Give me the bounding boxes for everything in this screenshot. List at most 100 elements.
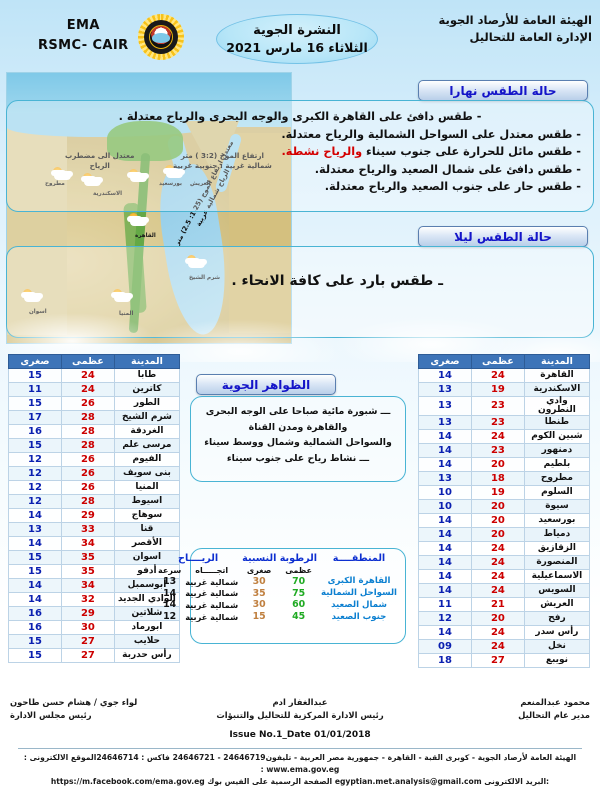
table-row[interactable]: العريش 21 11: [418, 597, 591, 612]
cell-city: شلاتين: [113, 606, 181, 621]
table-row[interactable]: شرم الشيخ 28 17: [8, 410, 181, 425]
table-row[interactable]: وادي النطرون 23 13: [418, 396, 591, 416]
table-row[interactable]: الطور 26 15: [8, 396, 181, 411]
temperature-table-left[interactable]: المدينة عظمى صغرى طابا 24 15 كاترين 24 11 الطو…: [8, 354, 181, 663]
cell-max-temp: 28: [60, 494, 115, 509]
signature-left-name: لواء جوي / هشام حسن طاحون: [10, 697, 138, 707]
cell-min-temp: 14: [418, 457, 472, 472]
table-row[interactable]: سوهاج 29 14: [8, 508, 181, 523]
cell-city: بلطيم: [523, 457, 591, 472]
table-header-row: المدينة عظمى صغرى: [418, 354, 591, 369]
cell-min-temp: 14: [418, 541, 472, 556]
sun-icon: [129, 169, 138, 178]
cell-min-temp: 12: [8, 452, 62, 467]
phenomena-line-2: ـــ نشاط رياح على جنوب سيناء: [226, 452, 370, 464]
cell-max-temp: 18: [470, 471, 525, 486]
table-row[interactable]: الاسماعيلية 24 14: [418, 569, 591, 584]
table-row[interactable]: شلاتين 29 16: [8, 606, 181, 621]
table-row[interactable]: أبوسمبل 34 14: [8, 578, 181, 593]
table-row[interactable]: اسيوط 28 12: [8, 494, 181, 509]
table-row[interactable]: الاسكندرية 19 13: [418, 382, 591, 397]
wind-table-row[interactable]: جنوب الصعيد 45 15 شمالية غربية 12: [156, 611, 399, 623]
cell-city: الزقازيق: [523, 541, 591, 556]
cell-min-temp: 14: [418, 368, 472, 383]
cell-min-temp: 15: [8, 550, 62, 565]
table-row[interactable]: القاهرة 24 14: [418, 368, 591, 383]
wind-table-row[interactable]: السواحل الشمالية 75 35 شمالية غربية 14: [156, 588, 399, 600]
table-row[interactable]: رأس سدر 24 14: [418, 625, 591, 640]
table-row[interactable]: طابا 24 15: [8, 368, 181, 383]
cell-max-temp: 29: [60, 606, 115, 621]
cell-humidity-max: 75: [292, 587, 306, 599]
cell-max-temp: 26: [60, 480, 115, 495]
table-row[interactable]: نويبع 27 18: [418, 653, 591, 668]
table-row[interactable]: قنا 33 13: [8, 522, 181, 537]
cell-min-temp: 10: [418, 485, 472, 500]
cell-max-temp: 23: [470, 396, 525, 416]
table-row[interactable]: دمنهور 23 14: [418, 443, 591, 458]
cell-min-temp: 14: [418, 625, 472, 640]
table-row[interactable]: حلايب 27 15: [8, 634, 181, 649]
wind-humidity-panel[interactable]: المنطقــــة الرطوبة النسبية الريــــاح ع…: [158, 548, 406, 644]
temperature-table-right[interactable]: المدينة عظمى صغرى القاهرة 24 14 الاسكندرية 1…: [418, 354, 591, 668]
cell-city: أدفو: [113, 564, 181, 579]
cell-min-temp: 15: [8, 368, 62, 383]
map-weather-icon-sharm: [185, 255, 205, 268]
cell-humidity-min: 35: [252, 587, 266, 599]
table-row[interactable]: رفح 20 12: [418, 611, 591, 626]
table-row[interactable]: الأقصر 34 14: [8, 536, 181, 551]
table-row[interactable]: الزقازيق 24 14: [418, 541, 591, 556]
table-row[interactable]: رأس حدربة 27 15: [8, 648, 181, 663]
cell-max-temp: 32: [60, 592, 115, 607]
day-weather-item-2: - طقس مائل للحرارة على جنوب سيناء والريا…: [281, 145, 582, 158]
map-weather-icon-portsaid: [163, 165, 183, 178]
table-row[interactable]: ابورماد 30 16: [8, 620, 181, 635]
phenomena-line-1: والسواحل الشمالية وشمال ووسط سيناء: [204, 437, 392, 449]
table-row[interactable]: مرسى علم 28 15: [8, 438, 181, 453]
table-row[interactable]: كاترين 24 11: [8, 382, 181, 397]
wind-table-row[interactable]: شمال الصعيد 60 30 شمالية غربية 14: [156, 599, 399, 611]
cell-min-temp: 15: [8, 396, 62, 411]
day-weather-panel: - طقس دافئ على القاهرة الكبرى والوجه الب…: [6, 100, 594, 212]
table-row[interactable]: دمياط 20 14: [418, 527, 591, 542]
table-row[interactable]: نخل 24 09: [418, 639, 591, 654]
table-row[interactable]: الفيوم 26 12: [8, 452, 181, 467]
table-row[interactable]: بنى سويف 26 12: [8, 466, 181, 481]
table-row[interactable]: اسوان 35 15: [8, 550, 181, 565]
cell-min-temp: 14: [8, 578, 62, 593]
cell-city: الأقصر: [113, 536, 181, 551]
cell-max-temp: 33: [60, 522, 115, 537]
map-city-label-1: الاسكندرية: [93, 191, 123, 197]
footer: محمود عبدالمنعم مدير عام التحاليل عبدالغ…: [0, 690, 600, 786]
table-row[interactable]: السلوم 19 10: [418, 485, 591, 500]
table-row[interactable]: شبين الكوم 24 14: [418, 429, 591, 444]
table-row[interactable]: الوادي الجديد 32 14: [8, 592, 181, 607]
table-row[interactable]: الغردقة 28 16: [8, 424, 181, 439]
table-row[interactable]: أدفو 35 15: [8, 564, 181, 579]
day-weather-highlight: والرياح نشطة.: [281, 145, 363, 158]
cell-max-temp: 19: [470, 485, 525, 500]
map-city-label-5: شرم الشيخ: [189, 275, 221, 281]
table-row[interactable]: بلطيم 20 14: [418, 457, 591, 472]
signature-middle: عبدالغفار ادم رئيس الادارة المركزية للتح…: [216, 696, 383, 721]
table-row[interactable]: طنطا 23 13: [418, 415, 591, 430]
cell-max-temp: 24: [470, 625, 525, 640]
day-weather-list: - طقس دافئ على القاهرة الكبرى والوجه الب…: [19, 108, 581, 196]
table-row[interactable]: بورسعيد 20 14: [418, 513, 591, 528]
wind-table-row[interactable]: القاهرة الكبرى 70 30 شمالية غربية 13: [156, 576, 399, 588]
cell-min-temp: 11: [8, 382, 62, 397]
cell-min-temp: 10: [418, 499, 472, 514]
map-weather-icon-delta: [127, 169, 147, 182]
table-row[interactable]: المنصورة 24 14: [418, 555, 591, 570]
cell-min-temp: 13: [418, 471, 472, 486]
table-row[interactable]: السويس 24 14: [418, 583, 591, 598]
cell-min-temp: 18: [418, 653, 472, 668]
table-row[interactable]: سيوة 20 10: [418, 499, 591, 514]
cell-city: العريش: [523, 597, 591, 612]
signature-right-title: مدير عام التحاليل: [518, 709, 590, 720]
table-row[interactable]: المنيا 26 12: [8, 480, 181, 495]
cell-max-temp: 20: [470, 457, 525, 472]
table-row[interactable]: مطروح 18 13: [418, 471, 591, 486]
cell-city: طنطا: [523, 415, 591, 430]
cell-max-temp: 24: [60, 368, 115, 383]
